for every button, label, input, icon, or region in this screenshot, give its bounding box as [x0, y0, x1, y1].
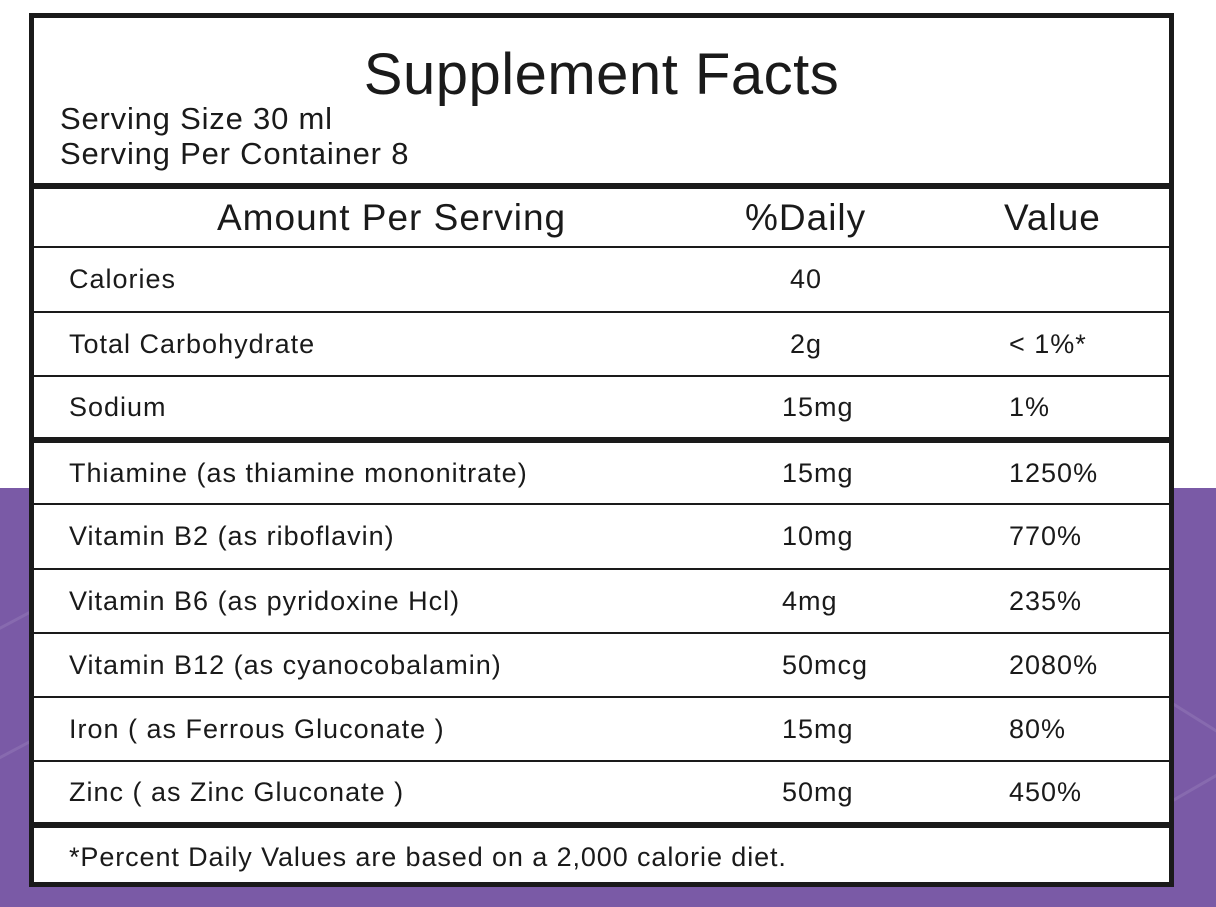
nutrient-name: Sodium [69, 391, 167, 422]
table-row: Vitamin B6 (as pyridoxine Hcl) 4mg 235% [34, 570, 1169, 632]
nutrient-amount: 15mg [782, 457, 854, 488]
row-divider [34, 311, 1169, 313]
label-title: Supplement Facts [363, 42, 840, 107]
nutrient-name: Total Carbohydrate [69, 328, 316, 359]
table-row: Thiamine (as thiamine mononitrate) 15mg … [34, 443, 1169, 503]
nutrient-name: Zinc ( as Zinc Gluconate ) [69, 776, 405, 807]
nutrient-name: Vitamin B2 (as riboflavin) [69, 521, 395, 551]
table-row: Calories 40 [34, 248, 1169, 311]
row-divider [34, 760, 1169, 762]
servings-per-container: Serving Per Container 8 [60, 136, 410, 171]
serving-size: Serving Size 30 ml [60, 101, 333, 136]
nutrient-daily-value: 2080% [1009, 649, 1099, 680]
nutrient-amount: 15mg [782, 713, 854, 744]
table-row: Zinc ( as Zinc Gluconate ) 50mg 450% [34, 762, 1169, 822]
footnote: *Percent Daily Values are based on a 2,0… [69, 842, 787, 872]
supplement-facts-panel: Supplement Facts Serving Size 30 ml Serv… [29, 13, 1174, 887]
nutrient-amount: 2g [790, 328, 823, 359]
table-row: Total Carbohydrate 2g < 1%* [34, 313, 1169, 375]
footnote-divider [34, 822, 1169, 828]
row-divider [34, 632, 1169, 634]
nutrient-amount: 10mg [782, 521, 854, 551]
nutrient-daily-value: 450% [1009, 776, 1083, 807]
nutrient-daily-value: 1250% [1009, 457, 1099, 488]
nutrient-amount: 4mg [782, 585, 838, 616]
header-bottom-rule [34, 246, 1169, 248]
nutrient-amount: 50mg [782, 776, 854, 807]
nutrient-daily-value: 80% [1009, 713, 1067, 744]
nutrient-daily-value: 770% [1009, 521, 1083, 551]
row-divider [34, 503, 1169, 505]
nutrient-daily-value: 1% [1009, 391, 1051, 422]
header-value: Value [1004, 197, 1101, 238]
nutrient-amount: 50mcg [782, 649, 869, 680]
section-divider [34, 437, 1169, 443]
row-divider [34, 568, 1169, 570]
table-row: Sodium 15mg 1% [34, 377, 1169, 437]
nutrient-name: Vitamin B12 (as cyanocobalamin) [69, 649, 502, 680]
nutrient-name: Iron ( as Ferrous Gluconate ) [69, 713, 445, 744]
header-top-rule [34, 183, 1169, 189]
nutrient-amount: 15mg [782, 391, 854, 422]
header-daily: %Daily [745, 197, 867, 238]
header-amount-per-serving: Amount Per Serving [217, 197, 567, 238]
row-divider [34, 696, 1169, 698]
nutrient-daily-value: 235% [1009, 585, 1083, 616]
nutrient-name: Vitamin B6 (as pyridoxine Hcl) [69, 585, 461, 616]
nutrient-amount: 40 [790, 264, 823, 294]
table-row: Iron ( as Ferrous Gluconate ) 15mg 80% [34, 698, 1169, 760]
table-row: Vitamin B2 (as riboflavin) 10mg 770% [34, 505, 1169, 568]
nutrient-name: Calories [69, 264, 177, 294]
row-divider [34, 375, 1169, 377]
nutrient-name: Thiamine (as thiamine mononitrate) [69, 457, 528, 488]
nutrient-daily-value: < 1%* [1009, 328, 1087, 359]
table-row: Vitamin B12 (as cyanocobalamin) 50mcg 20… [34, 634, 1169, 696]
